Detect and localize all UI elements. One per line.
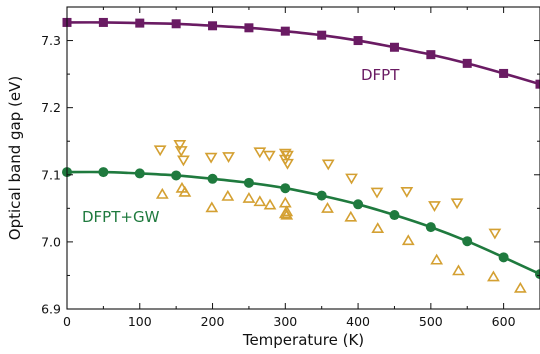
plot-frame (66, 6, 540, 310)
dfpt-series-label: DFPT (361, 66, 400, 84)
dfpt-gw-point (462, 236, 473, 247)
dfpt-gw-point (98, 167, 109, 178)
exp-point-down (177, 155, 190, 167)
dfpt-point (353, 36, 363, 46)
exp-point-up (321, 202, 334, 213)
dfpt-gw-point (535, 269, 540, 280)
dfpt-point (171, 19, 181, 29)
dfpt-point (317, 30, 327, 40)
exp-point-up (263, 198, 277, 210)
dfpt-gw-point (134, 168, 145, 179)
exp-point-up (430, 253, 444, 265)
exp-point-down (281, 150, 294, 162)
x-tick-label: 300 (273, 314, 297, 329)
exp-point-down (278, 148, 292, 160)
y-tick-label: 7.2 (41, 100, 61, 115)
dfpt-point (389, 42, 399, 52)
axes: 0 100 200 300 400 500 600 6.9 7.0 7.1 7.2 7.3 (41, 6, 540, 329)
exp-point-up (401, 234, 415, 246)
dfpt-gw-point (498, 252, 509, 263)
dfpt-point (280, 26, 290, 36)
x-tick-label: 500 (419, 314, 443, 329)
dfpt-line (66, 21, 540, 86)
exp-point-up (155, 187, 169, 199)
x-tick-label: 100 (128, 314, 152, 329)
dfpt-gw-point (425, 222, 436, 233)
exp-point-down (488, 228, 502, 240)
exp-point-down (253, 147, 267, 159)
dfpt-point (244, 23, 254, 33)
y-tick-label: 7.1 (41, 167, 61, 182)
y-axis-label: Optical band gap (eV) (6, 76, 24, 240)
exp-point-up (452, 264, 465, 276)
dfpt-gw-point (243, 177, 254, 188)
dfpt-point (426, 50, 436, 60)
dfpt-gw-point (389, 210, 400, 221)
exp-point-down (370, 187, 384, 199)
exp-point-down (153, 145, 167, 157)
exp-point-down (173, 140, 187, 151)
exp-point-down (428, 201, 441, 212)
exp-point-up (344, 210, 358, 222)
exp-point-up (280, 208, 294, 220)
dfpt-gw-point (316, 190, 327, 201)
exp-point-down (321, 159, 335, 171)
dfpt-gw-series-label: DFPT+GW (82, 208, 160, 226)
y-tick-label: 7.0 (41, 234, 61, 249)
dfpt-point (499, 68, 509, 78)
exp-point-down (450, 198, 464, 210)
dfpt-point (208, 21, 218, 31)
exp-point-up (178, 185, 192, 197)
dfpt-point (135, 18, 145, 28)
exp-point-up (278, 196, 292, 208)
exp-point-up (280, 205, 294, 217)
exp-point-up (253, 195, 267, 207)
y-tick-label: 6.9 (41, 302, 61, 317)
exp-point-up (221, 189, 235, 201)
exp-point-up (205, 201, 219, 213)
exp-point-up (371, 222, 385, 234)
dfpt-gw-point (280, 183, 291, 194)
x-tick-label: 200 (201, 314, 225, 329)
dfpt-gw-point (171, 170, 182, 181)
exp-point-up (487, 270, 500, 282)
dfpt-gw-point (353, 199, 364, 210)
exp-point-up (513, 281, 527, 293)
exp-point-down (345, 173, 358, 185)
dfpt-point (462, 58, 472, 68)
dfpt-point (535, 79, 540, 89)
exp-point-down (262, 150, 276, 162)
marker-layer (62, 17, 540, 293)
x-axis-label: Temperature (K) (242, 331, 364, 349)
exp-point-down (400, 187, 414, 198)
exp-point-down (281, 158, 294, 170)
dfpt-gw-point (207, 173, 218, 184)
y-tick-label: 7.3 (41, 33, 61, 48)
exp-point-up (242, 191, 256, 203)
exp-point-down (204, 152, 218, 164)
x-tick-label: 400 (346, 314, 370, 329)
exp-point-down (174, 146, 188, 157)
x-tick-label: 600 (492, 314, 516, 329)
dfpt-point (98, 17, 108, 27)
exp-point-down (222, 152, 235, 163)
x-tick-label: 0 (63, 314, 71, 329)
